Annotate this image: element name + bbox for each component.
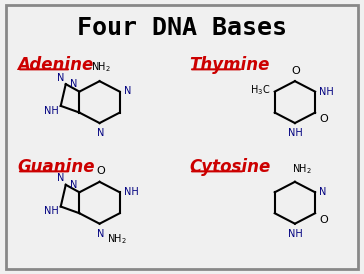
Text: N: N bbox=[70, 79, 78, 89]
Text: NH: NH bbox=[44, 105, 59, 116]
Text: NH$_2$: NH$_2$ bbox=[91, 61, 111, 75]
Text: NH: NH bbox=[288, 229, 302, 239]
Text: N: N bbox=[57, 73, 64, 83]
Text: N: N bbox=[319, 187, 327, 197]
Text: NH: NH bbox=[319, 87, 334, 97]
Text: O: O bbox=[319, 215, 328, 225]
Text: NH: NH bbox=[124, 187, 139, 197]
Text: N: N bbox=[57, 173, 64, 183]
Text: O: O bbox=[319, 114, 328, 124]
Text: Guanine: Guanine bbox=[17, 158, 95, 176]
Text: N: N bbox=[124, 86, 131, 96]
FancyBboxPatch shape bbox=[6, 5, 358, 269]
Text: Adenine: Adenine bbox=[17, 56, 93, 75]
Text: Cytosine: Cytosine bbox=[189, 158, 270, 176]
Text: NH: NH bbox=[288, 129, 302, 138]
Text: NH$_2$: NH$_2$ bbox=[107, 232, 127, 246]
Text: N: N bbox=[97, 229, 104, 239]
Text: Thymine: Thymine bbox=[189, 56, 270, 75]
Text: N: N bbox=[70, 180, 78, 190]
Text: O: O bbox=[292, 66, 300, 76]
Text: NH$_2$: NH$_2$ bbox=[292, 162, 312, 176]
Text: NH: NH bbox=[44, 206, 59, 216]
Text: N: N bbox=[97, 128, 104, 138]
Text: Four DNA Bases: Four DNA Bases bbox=[77, 16, 287, 40]
Text: O: O bbox=[96, 166, 105, 176]
Text: H$_3$C: H$_3$C bbox=[250, 83, 270, 97]
